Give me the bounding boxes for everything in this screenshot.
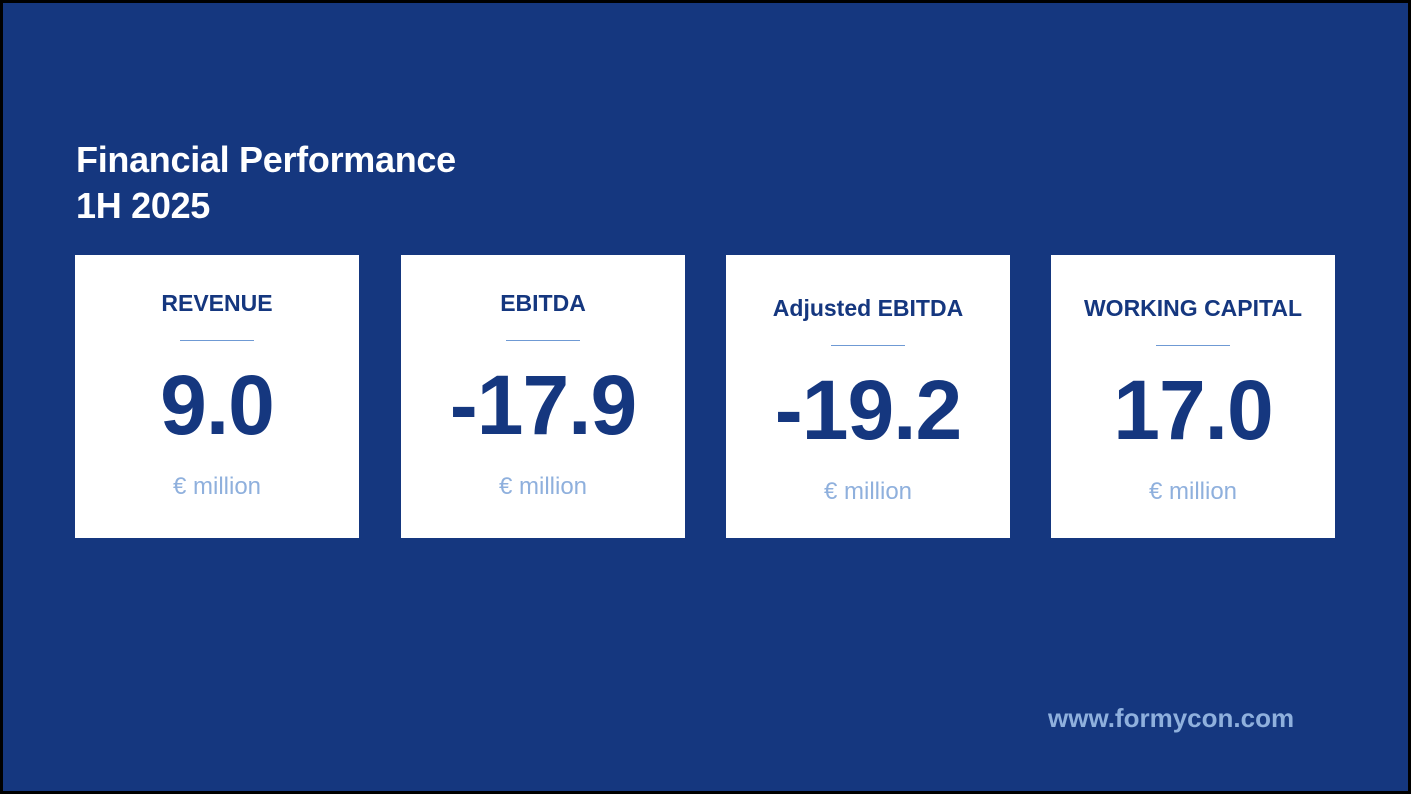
page-title: Financial Performance 1H 2025 [76,137,456,229]
kpi-unit: € million [498,473,588,500]
kpi-label: REVENUE [161,290,273,316]
kpi-value: -19.2 [774,363,962,457]
kpi-card-ebitda: EBITDA -17.9 € million [401,255,685,538]
kpi-value: -17.9 [449,358,637,452]
kpi-card-working-capital: WORKING CAPITAL 17.0 € million [1051,255,1335,538]
kpi-label: EBITDA [500,290,586,316]
kpi-card-revenue: REVENUE 9.0 € million [75,255,359,538]
kpi-unit: € million [1148,478,1238,505]
kpi-value: 9.0 [160,358,275,452]
kpi-unit: € million [172,473,262,500]
title-line-1: Financial Performance [76,139,456,180]
website-link[interactable]: www.formycon.com [1048,703,1295,733]
title-line-2: 1H 2025 [76,185,211,226]
kpi-value: 17.0 [1113,363,1274,457]
kpi-label: WORKING CAPITAL [1083,295,1303,321]
slide: Financial Performance 1H 2025 REVENUE 9.… [3,3,1408,791]
kpi-divider [1156,345,1230,346]
kpi-unit: € million [823,478,913,505]
kpi-divider [506,340,580,341]
kpi-label: Adjusted EBITDA [772,295,964,321]
kpi-card-adjusted-ebitda: Adjusted EBITDA -19.2 € million [726,255,1010,538]
kpi-divider [180,340,254,341]
kpi-divider [831,345,905,346]
